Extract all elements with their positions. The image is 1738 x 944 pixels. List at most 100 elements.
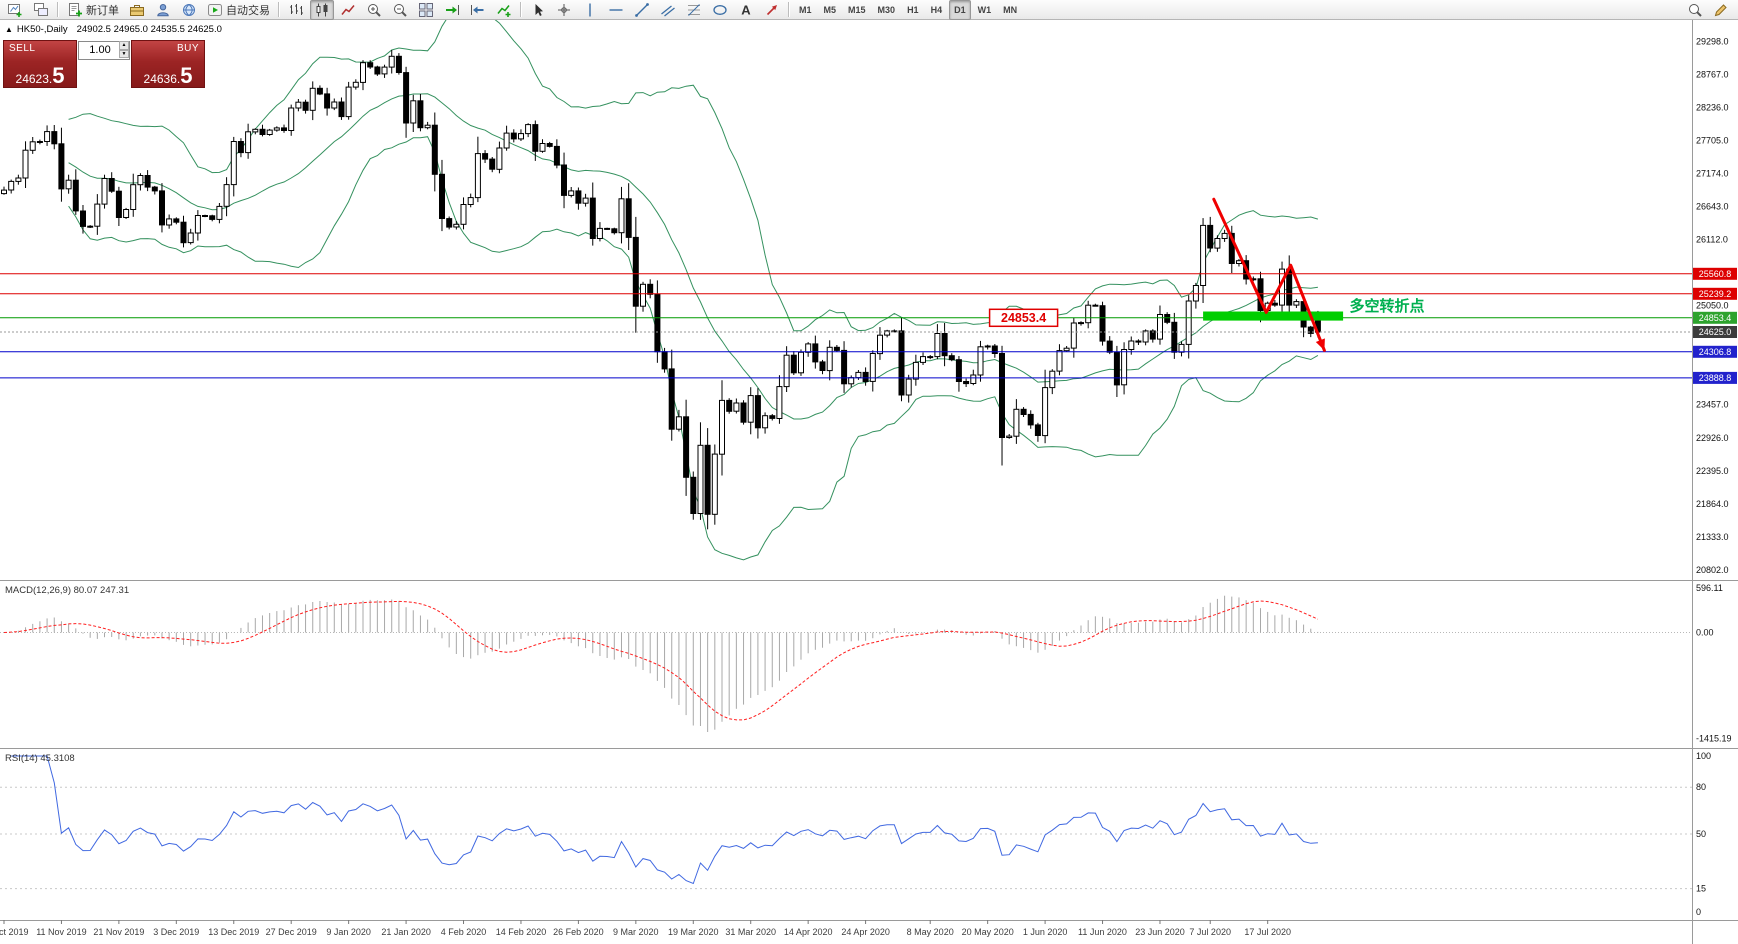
candle — [65, 174, 72, 194]
text-tool[interactable]: A — [734, 0, 758, 20]
autotrading-label: 自动交易 — [226, 4, 270, 17]
timeframe-d1[interactable]: D1 — [949, 0, 971, 20]
price-axis-label: 21333.0 — [1696, 532, 1729, 542]
horizontal-line-tool[interactable] — [604, 0, 628, 20]
auto-scroll[interactable] — [440, 0, 464, 20]
candle — [532, 120, 539, 161]
candle — [151, 185, 158, 195]
support-line-1-badge — [1693, 345, 1737, 358]
timeframe-w1[interactable]: W1 — [973, 0, 997, 20]
navigator[interactable] — [177, 0, 201, 20]
volume-input[interactable] — [78, 40, 130, 60]
timeframe-m1[interactable]: M1 — [794, 0, 817, 20]
candle — [1099, 301, 1106, 346]
fibonacci-tool[interactable] — [682, 0, 706, 20]
date-axis-label: 9 Mar 2020 — [613, 927, 659, 937]
price-axis-label: 27705.0 — [1696, 135, 1729, 145]
timeframe-m30-label: M30 — [877, 4, 896, 15]
vertical-line-tool[interactable] — [578, 0, 602, 20]
price-tag-box[interactable] — [988, 308, 1059, 328]
candle — [80, 205, 86, 234]
candle — [733, 398, 740, 414]
crosshair-tool[interactable] — [552, 0, 576, 20]
autotrading[interactable]: 自动交易 — [203, 0, 274, 20]
candle — [719, 380, 725, 476]
volume-down-button[interactable]: ▼ — [119, 49, 129, 58]
volume-up-button[interactable]: ▲ — [119, 41, 129, 50]
candle — [252, 128, 259, 135]
data-window[interactable] — [125, 0, 149, 20]
timeframe-m15[interactable]: M15 — [843, 0, 871, 20]
sell-button[interactable]: SELL 24623.5 — [3, 40, 77, 88]
candle — [230, 136, 237, 197]
candle — [482, 150, 489, 163]
turning-point-zone-bar[interactable] — [1203, 311, 1344, 321]
candles-layer — [1, 50, 1321, 530]
candle — [209, 214, 216, 222]
market-watch[interactable] — [151, 0, 175, 20]
candle — [877, 327, 883, 360]
bars-icon — [290, 3, 303, 15]
chart-profiles[interactable] — [29, 0, 53, 20]
date-axis: 30 Oct 2019 11 Nov 2019 21 Nov 2019 3 Dec 2… — [0, 920, 1291, 937]
date-axis-label: 27 Dec 2019 — [266, 927, 317, 937]
new-order[interactable]: 新订单 — [63, 0, 123, 20]
timeframe-m5[interactable]: M5 — [819, 0, 842, 20]
one-click-collapse-icon[interactable]: ▲ — [5, 25, 13, 34]
timeframe-h4[interactable]: H4 — [926, 0, 948, 20]
turning-point-note[interactable]: 多空转折点 — [1350, 297, 1425, 315]
candle — [130, 173, 137, 217]
chart-line[interactable] — [336, 0, 360, 20]
candle — [417, 94, 424, 132]
chart-shift[interactable] — [466, 0, 490, 20]
new-chart[interactable] — [3, 0, 27, 20]
candle — [460, 197, 467, 230]
zigzag-arrow-annotation[interactable] — [1212, 197, 1326, 352]
candle — [273, 126, 280, 132]
price-axis-label: 26112.0 — [1696, 235, 1728, 245]
tile-windows[interactable] — [414, 0, 438, 20]
shapes-tool[interactable] — [708, 0, 732, 20]
price-axis-column — [1692, 20, 1738, 944]
profiles-icon — [34, 2, 48, 16]
price-chart-canvas[interactable]: 24853.4 多空转折点 29298.0 28767.0 28236.0 27705.0… — [0, 20, 1738, 944]
search[interactable] — [1683, 0, 1707, 20]
indicators-list[interactable] — [492, 0, 516, 20]
timeframe-m30[interactable]: M30 — [873, 0, 901, 20]
macd-axis-label: 596.11 — [1696, 583, 1723, 593]
date-axis-label: 23 Jun 2020 — [1135, 927, 1185, 937]
price-axis-label: 29298.0 — [1696, 36, 1729, 46]
timeframe-mn[interactable]: MN — [998, 0, 1022, 20]
resistance-line-1-badge — [1693, 267, 1737, 280]
candle — [920, 352, 926, 365]
text-icon: A — [741, 2, 751, 17]
candle — [94, 194, 101, 235]
symbol-period-label: HK50-,Daily — [16, 24, 68, 35]
candle — [87, 225, 94, 228]
arrow-tool[interactable] — [760, 0, 784, 20]
candle — [245, 123, 252, 159]
buy-button[interactable]: BUY 24636.5 — [131, 40, 205, 88]
chart-bars[interactable] — [284, 0, 308, 20]
candle — [1307, 325, 1314, 338]
cursor-tool[interactable] — [526, 0, 550, 20]
candle — [1200, 218, 1207, 303]
candle — [625, 183, 632, 250]
timeframe-h1[interactable]: H1 — [902, 0, 924, 20]
zoom-out[interactable] — [388, 0, 412, 20]
toolbar-separator — [788, 2, 790, 17]
candle — [769, 414, 776, 421]
candle — [582, 193, 589, 207]
trendline-tool[interactable] — [630, 0, 654, 20]
candle — [891, 329, 898, 333]
candle — [711, 444, 718, 525]
zoom-in-icon — [368, 3, 381, 17]
channel-tool[interactable] — [656, 0, 680, 20]
zoom-in[interactable] — [362, 0, 386, 20]
quick-edit[interactable] — [1709, 0, 1733, 20]
rsi-axis-label: 80 — [1696, 782, 1706, 792]
chart-background — [0, 20, 1738, 944]
price-axis-label: 22395.0 — [1696, 466, 1729, 476]
chart-candlesticks[interactable] — [310, 0, 334, 20]
candle — [302, 99, 309, 114]
